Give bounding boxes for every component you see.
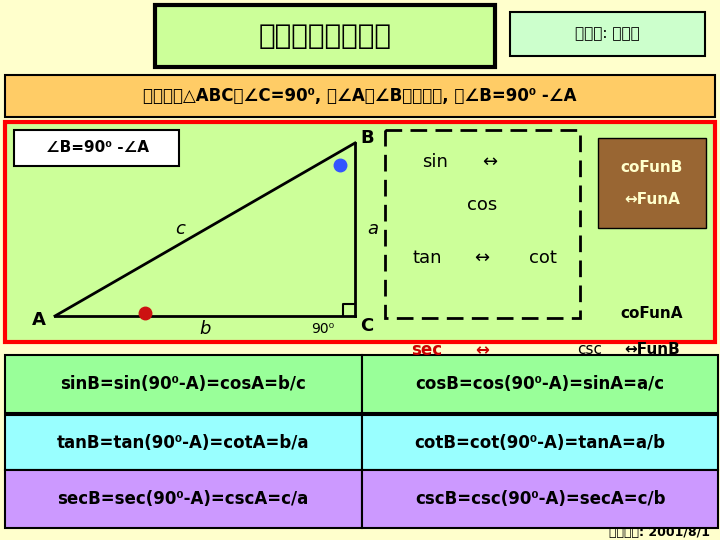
Text: C: C	[361, 317, 374, 335]
Text: cot: cot	[529, 249, 557, 267]
Bar	[362, 470, 718, 528]
Bar	[5, 415, 362, 470]
Text: tanB=tan(90⁰-A)=cotA=b/a: tanB=tan(90⁰-A)=cotA=b/a	[57, 434, 310, 451]
Text: 90⁰: 90⁰	[312, 322, 335, 336]
Bar	[14, 130, 179, 166]
Text: sinB=sin(90⁰-A)=cosA=b/c: sinB=sin(90⁰-A)=cosA=b/c	[60, 375, 306, 393]
Bar	[155, 5, 495, 67]
Bar	[5, 470, 362, 528]
Bar	[362, 415, 718, 470]
Bar	[5, 355, 362, 413]
Text: sec: sec	[411, 341, 443, 359]
Text: cosB=cos(90⁰-A)=sinA=a/c: cosB=cos(90⁰-A)=sinA=a/c	[415, 375, 665, 393]
Text: secB=sec(90⁰-A)=cscA=c/a: secB=sec(90⁰-A)=cscA=c/a	[58, 490, 309, 508]
Text: coFunA: coFunA	[621, 307, 683, 321]
Text: 製作日期: 2001/8/1: 製作日期: 2001/8/1	[609, 525, 710, 538]
Text: cos: cos	[467, 196, 497, 214]
Text: a: a	[367, 220, 379, 239]
Text: ↔: ↔	[474, 249, 490, 267]
Bar	[5, 75, 715, 117]
Text: c: c	[175, 220, 185, 239]
Text: 設三角形△ABC中∠C=90⁰, 則∠A與∠B互為餘角, 即∠B=90⁰ -∠A: 設三角形△ABC中∠C=90⁰, 則∠A與∠B互為餘角, 即∠B=90⁰ -∠A	[143, 87, 577, 105]
Text: A: A	[32, 311, 46, 329]
Text: 製作人: 李躍進: 製作人: 李躍進	[575, 26, 639, 42]
Text: b: b	[199, 320, 211, 338]
Text: coFunB: coFunB	[621, 160, 683, 176]
Text: 餘角的三角函數値: 餘角的三角函數値	[258, 22, 392, 50]
Bar	[5, 122, 715, 342]
Text: sin: sin	[422, 153, 448, 171]
Bar	[598, 138, 706, 228]
Text: ∠B=90⁰ -∠A: ∠B=90⁰ -∠A	[45, 140, 148, 156]
Text: ↔: ↔	[475, 341, 489, 359]
Text: tan: tan	[413, 249, 442, 267]
Text: ↔: ↔	[482, 153, 498, 171]
Text: cscB=csc(90⁰-A)=secA=c/b: cscB=csc(90⁰-A)=secA=c/b	[415, 490, 665, 508]
Bar	[362, 355, 718, 413]
Text: csc: csc	[577, 342, 603, 357]
Text: cotB=cot(90⁰-A)=tanA=a/b: cotB=cot(90⁰-A)=tanA=a/b	[415, 434, 665, 451]
Text: ↔FunB: ↔FunB	[624, 342, 680, 357]
Bar	[510, 12, 705, 56]
Bar	[385, 130, 580, 318]
Text: ↔FunA: ↔FunA	[624, 192, 680, 207]
Text: B: B	[360, 129, 374, 147]
